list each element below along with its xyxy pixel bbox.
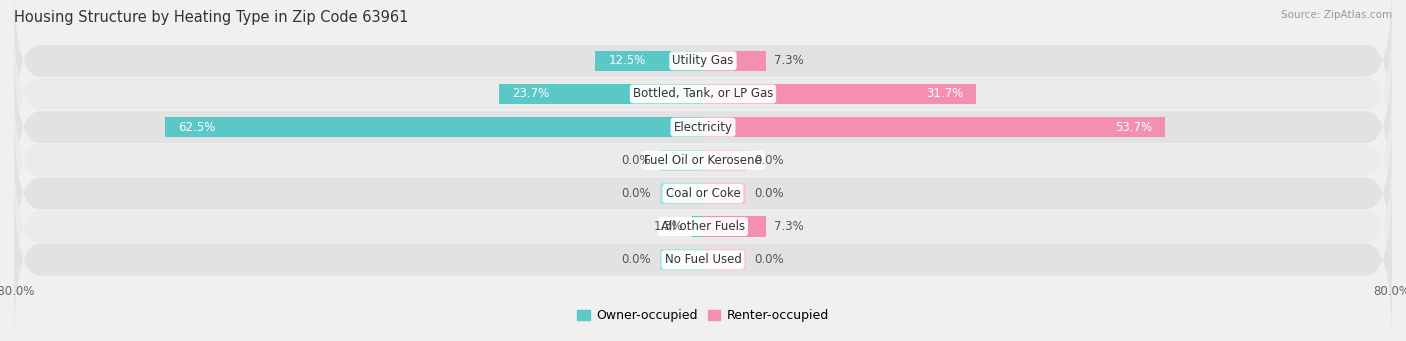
FancyBboxPatch shape xyxy=(14,11,1392,178)
Text: 7.3%: 7.3% xyxy=(775,220,804,233)
Text: 0.0%: 0.0% xyxy=(621,187,651,200)
Bar xyxy=(692,216,703,237)
Text: 23.7%: 23.7% xyxy=(512,87,550,101)
Text: 12.5%: 12.5% xyxy=(609,54,645,67)
Text: 0.0%: 0.0% xyxy=(755,187,785,200)
Text: Source: ZipAtlas.com: Source: ZipAtlas.com xyxy=(1281,10,1392,20)
Text: 62.5%: 62.5% xyxy=(177,121,215,134)
Bar xyxy=(703,50,766,71)
Bar xyxy=(703,84,976,104)
Bar xyxy=(165,117,703,137)
FancyBboxPatch shape xyxy=(14,110,1392,277)
Text: 0.0%: 0.0% xyxy=(755,154,785,167)
Text: Electricity: Electricity xyxy=(673,121,733,134)
FancyBboxPatch shape xyxy=(14,77,1392,244)
Text: 7.3%: 7.3% xyxy=(775,54,804,67)
Text: 0.0%: 0.0% xyxy=(621,154,651,167)
Bar xyxy=(703,183,747,204)
FancyBboxPatch shape xyxy=(14,0,1392,144)
Bar xyxy=(659,183,703,204)
Bar xyxy=(703,250,747,270)
Text: Bottled, Tank, or LP Gas: Bottled, Tank, or LP Gas xyxy=(633,87,773,101)
Bar xyxy=(703,117,1166,137)
Text: 0.0%: 0.0% xyxy=(755,253,785,266)
Text: Coal or Coke: Coal or Coke xyxy=(665,187,741,200)
Bar xyxy=(703,150,747,170)
Text: 1.3%: 1.3% xyxy=(654,220,683,233)
FancyBboxPatch shape xyxy=(14,143,1392,310)
Bar xyxy=(703,216,766,237)
Legend: Owner-occupied, Renter-occupied: Owner-occupied, Renter-occupied xyxy=(574,306,832,326)
Text: No Fuel Used: No Fuel Used xyxy=(665,253,741,266)
Bar xyxy=(499,84,703,104)
FancyBboxPatch shape xyxy=(14,176,1392,341)
Text: Housing Structure by Heating Type in Zip Code 63961: Housing Structure by Heating Type in Zip… xyxy=(14,10,408,25)
Text: 31.7%: 31.7% xyxy=(925,87,963,101)
FancyBboxPatch shape xyxy=(14,44,1392,211)
Text: All other Fuels: All other Fuels xyxy=(661,220,745,233)
Bar xyxy=(659,250,703,270)
Bar xyxy=(595,50,703,71)
Text: 53.7%: 53.7% xyxy=(1115,121,1153,134)
Text: Utility Gas: Utility Gas xyxy=(672,54,734,67)
Bar xyxy=(659,150,703,170)
Text: Fuel Oil or Kerosene: Fuel Oil or Kerosene xyxy=(644,154,762,167)
Text: 0.0%: 0.0% xyxy=(621,253,651,266)
